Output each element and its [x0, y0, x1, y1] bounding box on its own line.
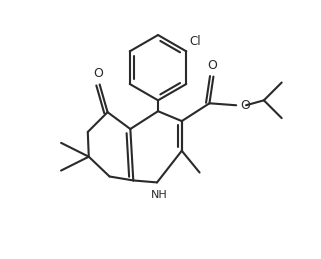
Text: NH: NH	[151, 190, 167, 200]
Text: O: O	[240, 99, 250, 112]
Text: Cl: Cl	[189, 35, 201, 48]
Text: O: O	[94, 67, 104, 80]
Text: O: O	[207, 59, 217, 72]
